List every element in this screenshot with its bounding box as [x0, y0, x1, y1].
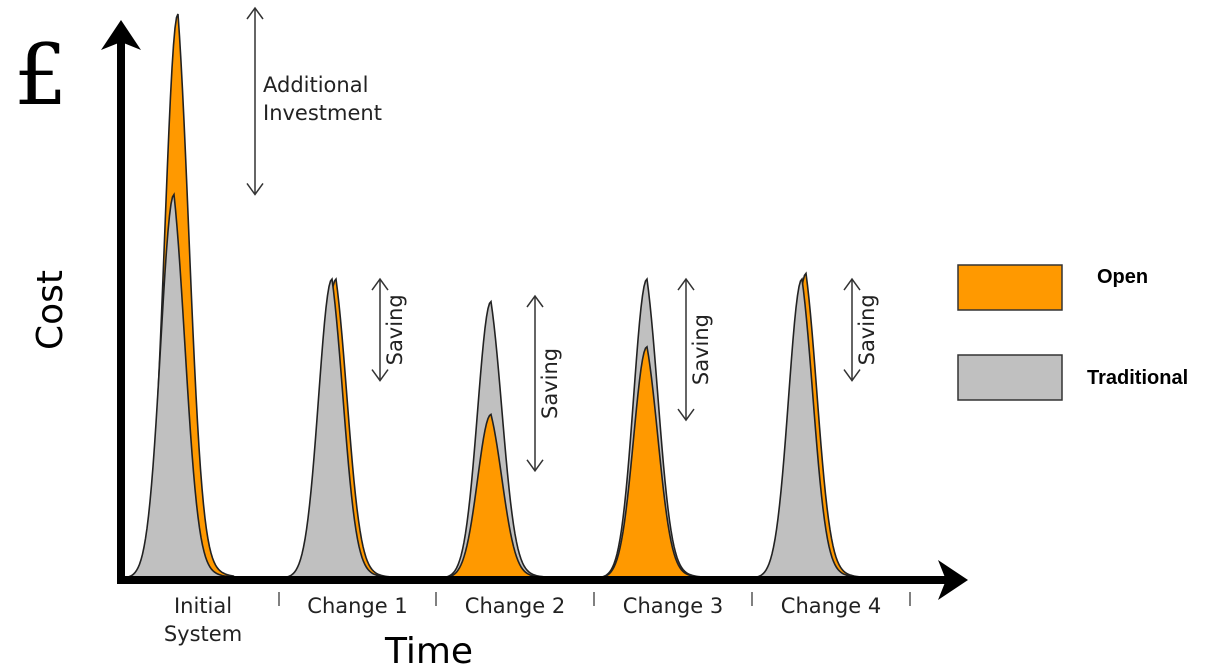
- category-label: Initial System: [164, 594, 242, 646]
- annotation-arrow: [371, 277, 389, 382]
- annotation-label: Saving: [538, 348, 562, 419]
- annotation-arrow: [677, 277, 695, 422]
- annotations: Additional Investment Saving Saving Saving Sa…: [246, 6, 879, 473]
- x-axis-title: Time: [384, 631, 473, 669]
- legend-swatch-open: [957, 264, 1063, 311]
- peak-open-cat-4: [601, 345, 705, 579]
- annotation-label: Saving: [689, 314, 713, 385]
- annotation-label: Saving: [855, 294, 879, 365]
- category-label: Change 3: [623, 594, 723, 618]
- category-labels: Initial System Change 1 Change 2 Change 3 Cha…: [164, 594, 881, 646]
- legend-swatch-traditional: [957, 354, 1063, 401]
- legend-label-open: Open: [1097, 266, 1148, 288]
- annotation-arrow: [246, 6, 264, 196]
- peak-traditional-cat-2: [286, 277, 390, 579]
- annotation-label: Additional Investment: [263, 73, 382, 125]
- peak-traditional-cat-5: [756, 277, 860, 579]
- peak-open-cat-3: [445, 413, 549, 579]
- annotation-arrow: [526, 294, 544, 473]
- y-axis-title: Cost: [30, 270, 71, 350]
- peak-traditional-cat-1: [128, 192, 232, 579]
- peaks-layer: [128, 13, 864, 579]
- annotation-label: Saving: [383, 294, 407, 365]
- currency-symbol: £: [14, 26, 67, 124]
- annotation-arrow: [843, 277, 861, 382]
- legend-label-traditional: Traditional: [1087, 367, 1188, 389]
- category-label: Change 4: [781, 594, 881, 618]
- y-axis-arrowhead: [101, 20, 141, 50]
- legend: Open Traditional: [957, 264, 1188, 401]
- axes: [101, 20, 968, 600]
- category-label: Change 2: [465, 594, 565, 618]
- x-axis-arrowhead: [938, 560, 968, 600]
- category-ticks: [278, 592, 911, 606]
- category-label: Change 1: [307, 594, 407, 618]
